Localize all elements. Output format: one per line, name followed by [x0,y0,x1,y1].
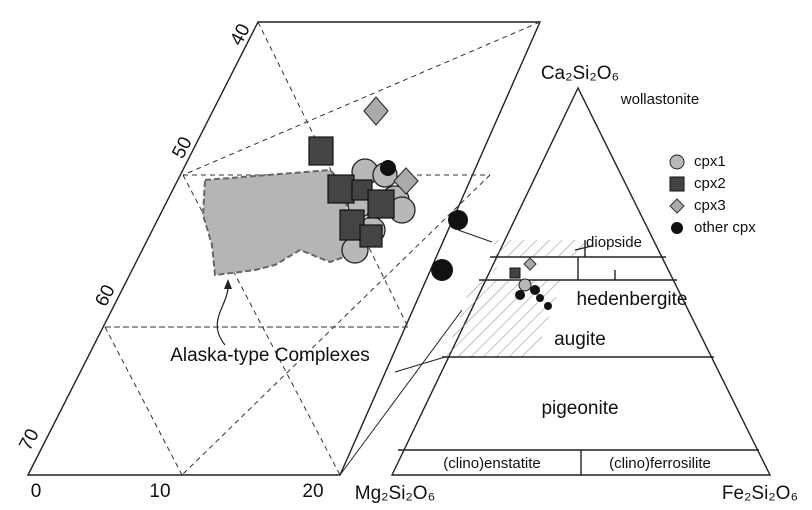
zoom-tick: 20 [302,481,323,502]
small-cluster [509,257,552,310]
zoom-tick: 60 [91,282,119,311]
legend-label: cpx3 [694,197,726,214]
zoom-tick: 40 [226,21,254,50]
legend [669,154,685,234]
pyroxene-triangle [390,86,772,476]
field-label: wollastonite [620,91,699,108]
field-label: augite [554,329,606,350]
annotation: Alaska-type Complexes [170,345,370,366]
legend-label: other cpx [694,219,756,236]
legend-label: cpx2 [694,175,726,192]
field-label: hedenbergite [577,289,688,310]
zoom-tick: 70 [15,426,43,455]
legend-label: cpx1 [694,153,726,170]
field-label: pigeonite [541,398,618,419]
zoom-tick: 0 [31,481,42,502]
zoom-tick: 10 [149,481,170,502]
cpx2-points [308,136,395,248]
field-label: (clino)enstatite [443,455,541,472]
field-label: (clino)ferrosilite [609,455,711,472]
endmember-label: Fe₂Si₂O₆ [722,483,798,504]
annotation-arrow [216,282,229,346]
other-points [380,160,468,281]
connector-lines [339,229,493,476]
endmember-label: Ca₂Si₂O₆ [541,63,619,84]
zoom-tick: 50 [168,134,196,163]
field-label: diopside [586,234,642,251]
arrow-head [224,279,232,289]
cpx3-points [363,96,419,195]
endmember-label: Mg₂Si₂O₆ [355,483,435,504]
